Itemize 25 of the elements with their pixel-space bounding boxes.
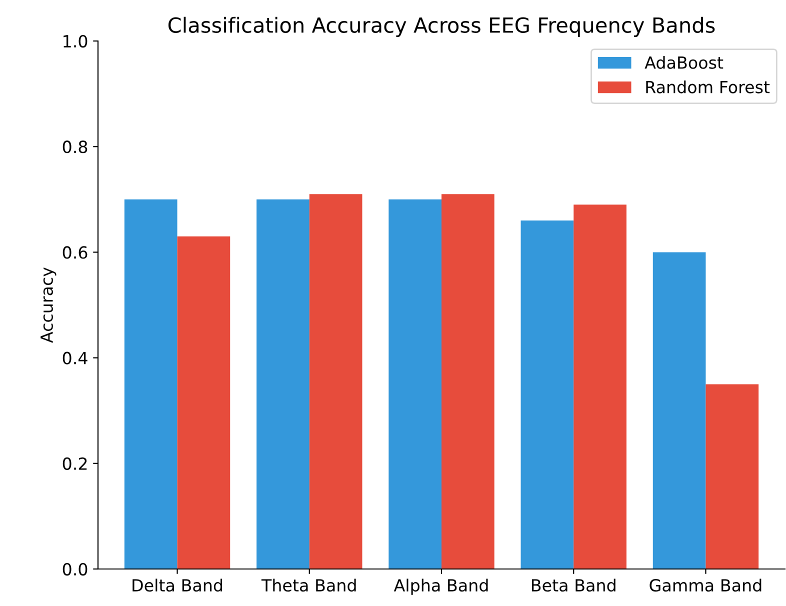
bar	[309, 194, 362, 569]
y-tick-label: 0.8	[62, 140, 88, 154]
bar	[124, 199, 178, 569]
bar	[574, 204, 626, 569]
bar	[388, 199, 442, 569]
x-tick-label: Beta Band	[532, 578, 616, 592]
y-tick-label: 0.2	[62, 457, 87, 470]
y-axis-title: Accuracy	[40, 267, 56, 343]
x-tick-label: Theta Band	[261, 578, 356, 592]
x-tick-label: Alpha Band	[394, 578, 488, 595]
legend-label: Random Forest	[646, 80, 770, 94]
bar	[442, 194, 494, 569]
y-tick-label: 0.6	[62, 246, 88, 259]
bar	[256, 199, 310, 569]
x-tick-label: Delta Band	[132, 578, 222, 592]
bar	[652, 252, 706, 569]
legend-label: AdaBoost	[644, 56, 724, 69]
y-tick-label: 0.4	[62, 352, 88, 364]
bar	[177, 236, 230, 569]
x-tick-label: Gamma Band	[650, 578, 762, 592]
chart-title: Classification Accuracy Across EEG Frequency Bands	[168, 16, 715, 37]
y-tick-label: 1.0	[64, 34, 88, 48]
bar	[706, 384, 759, 569]
bar	[520, 220, 574, 569]
y-tick-label: 0.0	[62, 562, 88, 576]
